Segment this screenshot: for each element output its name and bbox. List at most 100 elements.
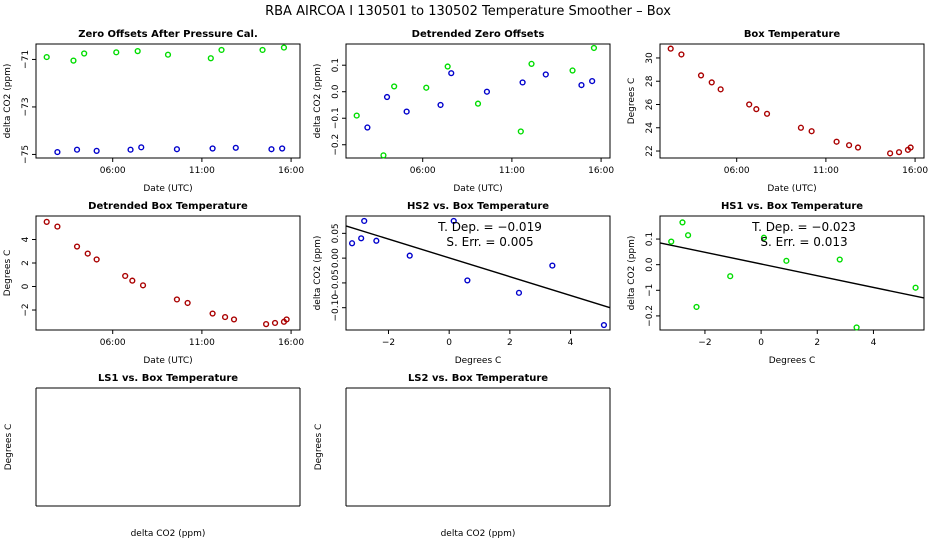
x-axis-label: delta CO2 (ppm) (441, 529, 516, 539)
y-tick-label: 28 (645, 75, 655, 87)
series-box (43, 218, 290, 328)
data-point (73, 243, 81, 250)
data-point (406, 252, 413, 259)
panel-title: Box Temperature (744, 29, 841, 40)
y-tick-label: 0 (21, 283, 31, 289)
data-point (373, 237, 380, 244)
data-point (678, 51, 685, 58)
data-point (797, 124, 805, 131)
x-tick-label: 2 (814, 338, 820, 348)
x-tick-label: 2 (507, 338, 513, 348)
data-point (515, 289, 523, 296)
x-tick-label: 11:00 (499, 166, 525, 176)
data-point (528, 60, 535, 67)
data-point (70, 57, 77, 64)
plot-frame (35, 215, 301, 331)
data-point (129, 277, 136, 284)
panel-title: LS2 vs. Box Temperature (408, 373, 548, 384)
data-point (54, 223, 61, 230)
series-blue (364, 70, 596, 131)
plot-frame (659, 43, 925, 159)
panel-box-temp: Box Temperature Date (UTC) Degrees C 06:00 1… (627, 29, 928, 194)
data-point (708, 79, 715, 86)
y-tick-label: −0.1 (331, 107, 341, 129)
data-point (542, 71, 549, 78)
data-point (43, 53, 50, 61)
data-point (268, 146, 275, 153)
y-axis-label: delta CO2 (ppm) (313, 236, 323, 311)
data-point (164, 51, 172, 58)
data-point (845, 142, 853, 149)
y-axis-label: delta CO2 (ppm) (3, 64, 13, 139)
data-point (139, 282, 147, 289)
data-point (895, 149, 903, 156)
x-axis-label: delta CO2 (ppm) (131, 529, 206, 539)
x-axis-label: Date (UTC) (453, 184, 502, 194)
series-blue (54, 144, 286, 156)
panel-title: LS1 vs. Box Temperature (98, 373, 238, 384)
data-point (836, 256, 843, 263)
data-point (113, 49, 120, 56)
data-point (348, 240, 356, 247)
y-tick-label: 0.0 (645, 257, 655, 272)
data-point (280, 44, 288, 51)
panel-title: Detrended Box Temperature (88, 201, 248, 212)
y-tick-label: −0.05 (331, 269, 341, 297)
data-point (727, 273, 734, 280)
x-axis-label: Degrees C (455, 356, 502, 366)
data-point (549, 262, 556, 269)
y-tick-label: 0.1 (645, 232, 655, 246)
data-point (173, 146, 181, 153)
series-green (668, 219, 919, 331)
panel-detrended-zero: Detrended Zero Offsets Date (UTC) delta CO… (313, 29, 614, 194)
y-tick-label: 4 (21, 236, 31, 242)
fit-line (345, 225, 611, 309)
fit-line (659, 242, 925, 299)
x-tick-label: 16:00 (588, 166, 614, 176)
x-tick-label: 16:00 (902, 166, 928, 176)
data-point (364, 124, 371, 131)
panel-hs1-vs-box: HS1 vs. Box Temperature Degrees C delta CO… (627, 201, 925, 366)
x-tick-label: 11:00 (189, 338, 215, 348)
x-tick-label: 0 (446, 338, 452, 348)
data-point (746, 101, 753, 108)
data-point (259, 46, 266, 54)
data-point (230, 316, 238, 323)
y-axis-label: Degrees C (4, 424, 14, 471)
x-axis-label: Degrees C (769, 356, 816, 366)
data-point (483, 88, 491, 95)
data-point (361, 217, 368, 225)
annotation-std-error: S. Err. = 0.013 (760, 235, 847, 249)
data-point (283, 316, 290, 323)
data-point (808, 128, 815, 135)
y-tick-label: −0.10 (331, 294, 341, 322)
panel-title: HS2 vs. Box Temperature (407, 201, 549, 212)
data-point (380, 152, 387, 159)
data-point (134, 48, 141, 55)
y-tick-label: 0.05 (331, 223, 341, 243)
data-point (763, 110, 771, 117)
data-point (93, 147, 100, 154)
x-axis-label: Date (UTC) (143, 184, 192, 194)
plot-frame (35, 43, 301, 159)
data-point (783, 257, 790, 264)
data-point (912, 284, 919, 291)
page-title: RBA AIRCOA I 130501 to 130502 Temperatur… (265, 4, 671, 19)
x-tick-label: 16:00 (278, 166, 304, 176)
x-tick-label: 4 (871, 338, 877, 348)
data-point (668, 238, 675, 245)
data-point (833, 138, 840, 145)
data-point (391, 83, 398, 90)
y-axis-label: Degrees C (314, 424, 324, 471)
x-tick-label: −2 (698, 338, 711, 348)
y-tick-label: 24 (645, 122, 655, 134)
plot-frame (345, 215, 611, 331)
y-axis-label: delta CO2 (ppm) (627, 236, 637, 311)
data-point (184, 299, 191, 307)
data-point (81, 50, 88, 57)
annotation-std-error: S. Err. = 0.005 (446, 235, 533, 249)
panel-ls2-vs-box: LS2 vs. Box Temperature delta CO2 (ppm) De… (314, 373, 611, 539)
data-point (474, 100, 482, 107)
data-point (753, 106, 760, 113)
